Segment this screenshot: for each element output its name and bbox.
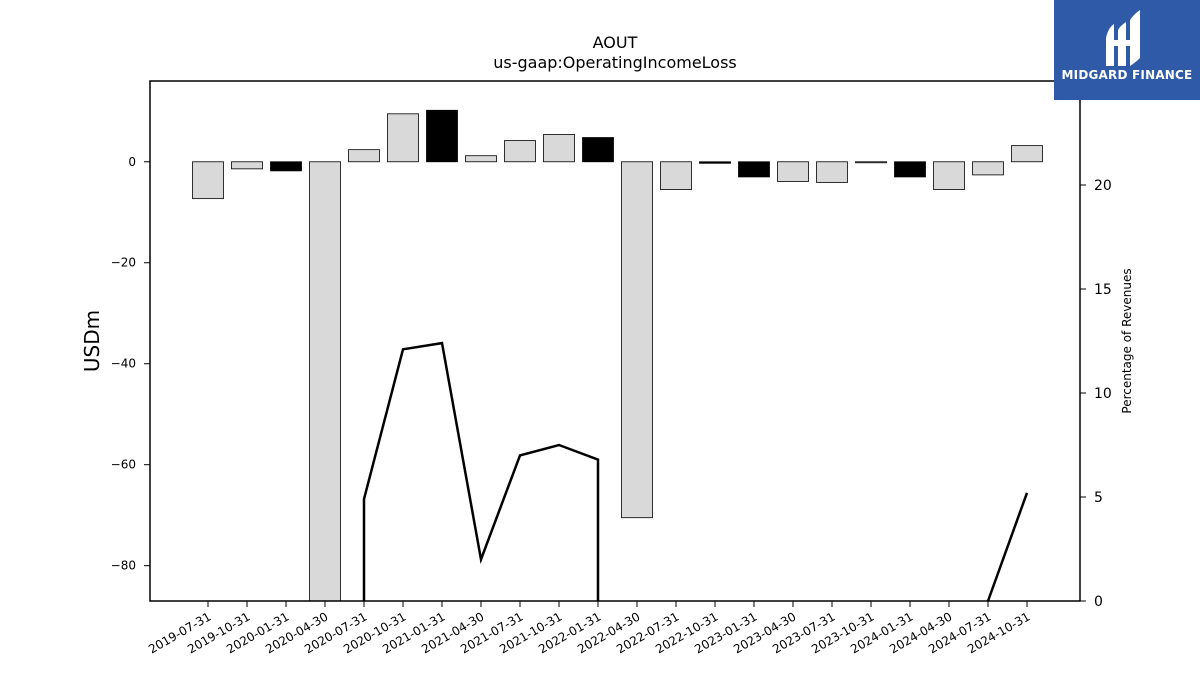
bar-2024-04-30: [933, 161, 965, 190]
bar-2022-01-31: [582, 137, 614, 163]
brand-logo: MIDGARD FINANCE: [1054, 0, 1200, 100]
bar-2023-07-31: [816, 161, 848, 183]
bars-group: [192, 109, 1043, 602]
bar-2022-07-31: [660, 161, 692, 190]
y2-tick-label: 20: [1094, 178, 1112, 194]
y2-tick-label: 0: [1094, 594, 1103, 610]
line-group: [362, 341, 1029, 602]
bar-2023-10-31: [855, 161, 887, 164]
bar-2022-10-31: [699, 161, 731, 164]
line-segment-1: [986, 492, 1029, 602]
y2-tick-label: 15: [1094, 282, 1112, 298]
line-segment-0: [362, 341, 600, 601]
bar-2019-10-31: [231, 161, 263, 170]
bar-2024-01-31: [894, 161, 926, 178]
y-tick-label: −60: [111, 458, 136, 472]
y-tick-label: −40: [111, 357, 136, 371]
bar-2021-07-31: [504, 140, 536, 163]
bar-2024-10-31: [1011, 145, 1043, 163]
bar-2023-01-31: [738, 161, 770, 178]
bar-2020-01-31: [270, 161, 302, 172]
y-tick-label: 0: [128, 155, 136, 169]
chart-title: AOUT: [593, 33, 638, 52]
y2-tick-label: 10: [1094, 386, 1112, 402]
y-tick-label: −20: [111, 256, 136, 270]
brand-name: MIDGARD FINANCE: [1061, 68, 1193, 82]
y-tick-label: −80: [111, 559, 136, 573]
chart-subtitle: us-gaap:OperatingIncomeLoss: [493, 53, 737, 72]
bar-2021-01-31: [426, 109, 458, 163]
bar-2020-04-30: [309, 161, 341, 602]
bar-2020-07-31: [348, 149, 380, 163]
y-axis-label: USDm: [80, 310, 104, 372]
bar-2021-10-31: [543, 134, 575, 163]
bar-2019-07-31: [192, 161, 224, 200]
bar-2020-10-31: [387, 113, 419, 163]
plot-frame: [149, 80, 1081, 602]
midgard-logo-icon: [1106, 10, 1140, 66]
bar-2024-07-31: [972, 161, 1004, 176]
bar-2022-04-30: [621, 161, 653, 519]
bar-2021-04-30: [465, 155, 497, 163]
y2-tick-label: 5: [1094, 490, 1103, 506]
y2-axis-label: Percentage of Revenues: [1120, 268, 1134, 413]
bar-2023-04-30: [777, 161, 809, 182]
